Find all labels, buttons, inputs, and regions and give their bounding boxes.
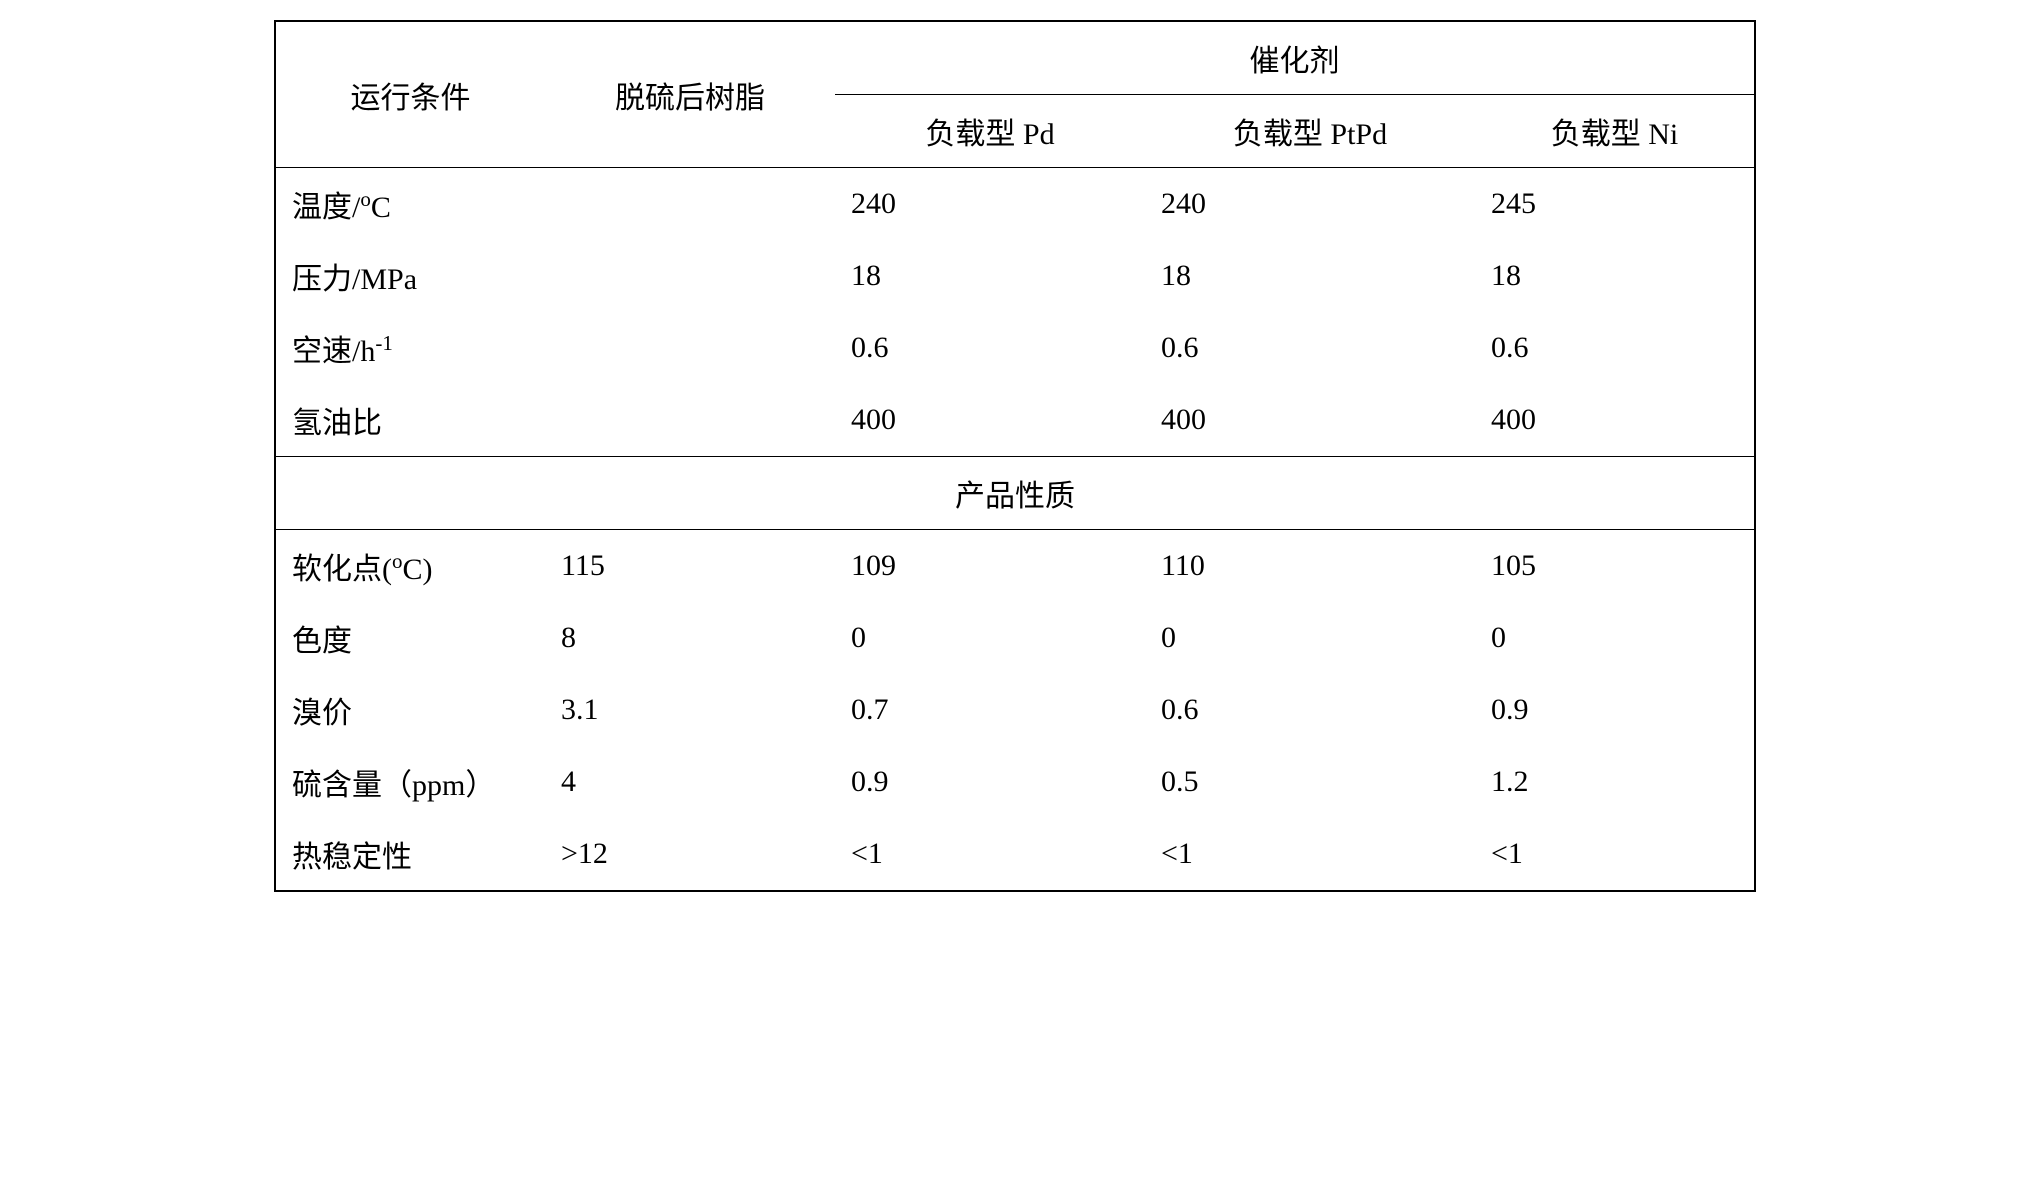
label-h2-oil: 氢油比 (275, 384, 545, 457)
cell-press-c3: 18 (1475, 240, 1755, 312)
cell-br-c1: 0.7 (835, 674, 1145, 746)
cell-press-c1: 18 (835, 240, 1145, 312)
row-thermal: 热稳定性 >12 <1 <1 <1 (275, 818, 1755, 891)
cell-color-resin: 8 (545, 602, 835, 674)
cell-temp-resin (545, 168, 835, 241)
row-softening-point: 软化点(oC) 115 109 110 105 (275, 530, 1755, 603)
cell-temp-c1: 240 (835, 168, 1145, 241)
header-catalyst-pd: 负载型 Pd (835, 95, 1145, 168)
header-catalyst-ni: 负载型 Ni (1475, 95, 1755, 168)
cell-temp-c2: 240 (1145, 168, 1475, 241)
cell-th-resin: >12 (545, 818, 835, 891)
cell-color-c2: 0 (1145, 602, 1475, 674)
cell-sp-c1: 109 (835, 530, 1145, 603)
cell-sv-c1: 0.6 (835, 312, 1145, 384)
cell-color-c3: 0 (1475, 602, 1755, 674)
cell-press-resin (545, 240, 835, 312)
data-table: 运行条件 脱硫后树脂 催化剂 负载型 Pd 负载型 PtPd 负载型 Ni 温度… (274, 20, 1756, 892)
cell-h2-resin (545, 384, 835, 457)
row-space-velocity: 空速/h-1 0.6 0.6 0.6 (275, 312, 1755, 384)
header-conditions: 运行条件 (275, 21, 545, 168)
cell-h2-c1: 400 (835, 384, 1145, 457)
row-color: 色度 8 0 0 0 (275, 602, 1755, 674)
row-product-section: 产品性质 (275, 457, 1755, 530)
label-space-velocity: 空速/h-1 (275, 312, 545, 384)
row-sulfur: 硫含量（ppm） 4 0.9 0.5 1.2 (275, 746, 1755, 818)
header-catalyst-ptpd: 负载型 PtPd (1145, 95, 1475, 168)
label-pressure: 压力/MPa (275, 240, 545, 312)
cell-h2-c2: 400 (1145, 384, 1475, 457)
cell-s-c3: 1.2 (1475, 746, 1755, 818)
header-row-1: 运行条件 脱硫后树脂 催化剂 (275, 21, 1755, 95)
cell-color-c1: 0 (835, 602, 1145, 674)
cell-sp-c3: 105 (1475, 530, 1755, 603)
cell-sv-c3: 0.6 (1475, 312, 1755, 384)
cell-th-c1: <1 (835, 818, 1145, 891)
cell-th-c2: <1 (1145, 818, 1475, 891)
label-softening-point: 软化点(oC) (275, 530, 545, 603)
cell-sv-resin (545, 312, 835, 384)
label-sulfur: 硫含量（ppm） (275, 746, 545, 818)
cell-br-c2: 0.6 (1145, 674, 1475, 746)
cell-br-resin: 3.1 (545, 674, 835, 746)
cell-sp-c2: 110 (1145, 530, 1475, 603)
label-temperature: 温度/oC (275, 168, 545, 241)
cell-temp-c3: 245 (1475, 168, 1755, 241)
label-thermal: 热稳定性 (275, 818, 545, 891)
cell-h2-c3: 400 (1475, 384, 1755, 457)
row-pressure: 压力/MPa 18 18 18 (275, 240, 1755, 312)
cell-th-c3: <1 (1475, 818, 1755, 891)
section-product-label: 产品性质 (275, 457, 1755, 530)
row-temperature: 温度/oC 240 240 245 (275, 168, 1755, 241)
cell-s-c1: 0.9 (835, 746, 1145, 818)
cell-sp-resin: 115 (545, 530, 835, 603)
header-catalyst-group: 催化剂 (835, 21, 1755, 95)
label-color: 色度 (275, 602, 545, 674)
cell-br-c3: 0.9 (1475, 674, 1755, 746)
header-resin: 脱硫后树脂 (545, 21, 835, 168)
cell-press-c2: 18 (1145, 240, 1475, 312)
cell-s-resin: 4 (545, 746, 835, 818)
row-bromine: 溴价 3.1 0.7 0.6 0.9 (275, 674, 1755, 746)
row-h2-oil-ratio: 氢油比 400 400 400 (275, 384, 1755, 457)
label-bromine: 溴价 (275, 674, 545, 746)
cell-s-c2: 0.5 (1145, 746, 1475, 818)
cell-sv-c2: 0.6 (1145, 312, 1475, 384)
